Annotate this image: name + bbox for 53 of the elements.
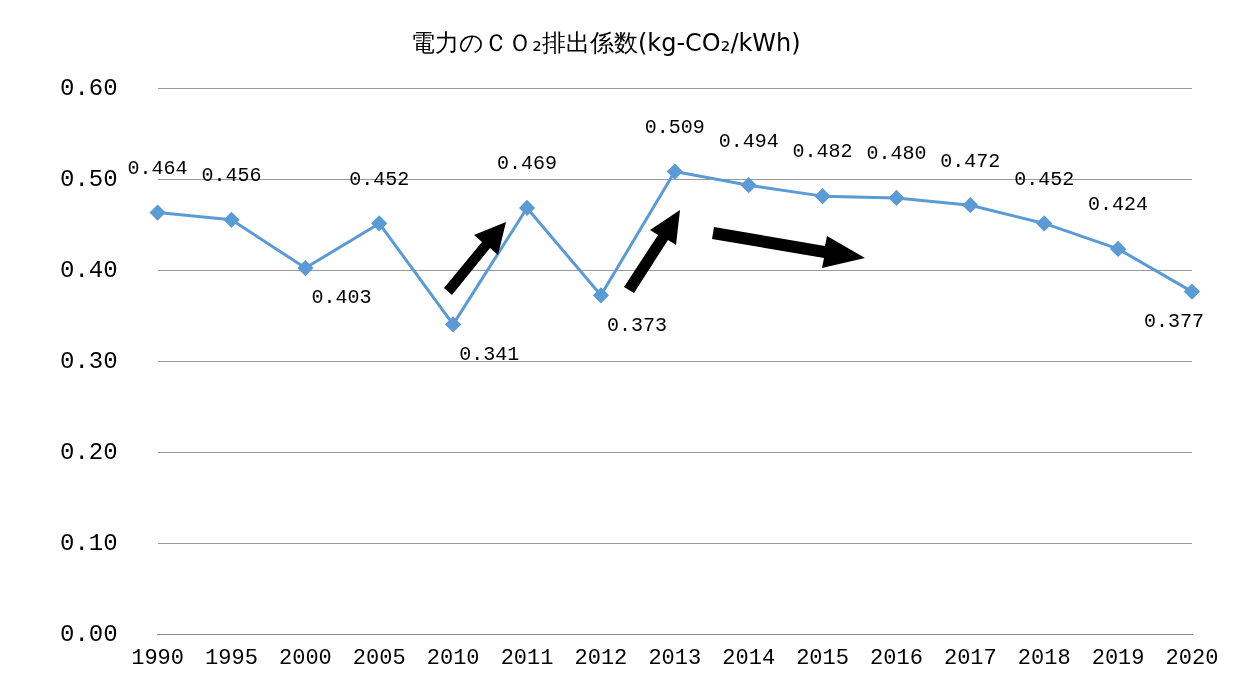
point (371, 215, 387, 231)
data-label: 0.482 (792, 140, 853, 164)
x-tick-label: 2020 (1165, 645, 1219, 671)
data-label: 0.469 (497, 152, 558, 176)
data-label: 0.472 (940, 149, 1001, 173)
data-label: 0.464 (127, 156, 188, 180)
y-tick-label: 0.50 (60, 166, 118, 194)
x-tick-label: 1995 (205, 645, 258, 671)
y-tick-label: 0.60 (60, 75, 118, 103)
point (150, 205, 166, 221)
x-tick-label: 2016 (870, 645, 923, 671)
x-tick-label: 2015 (796, 645, 849, 671)
point (223, 212, 239, 228)
x-tick-label: 2012 (574, 645, 628, 671)
x-tick-label: 2010 (426, 645, 480, 671)
y-tick-label: 0.00 (60, 620, 118, 648)
x-tick-label: 2000 (278, 645, 332, 671)
point (1036, 215, 1052, 231)
data-label: 0.494 (718, 129, 779, 153)
x-tick-label: 2018 (1017, 645, 1071, 671)
y-tick-label: 0.20 (60, 439, 118, 467)
data-label: 0.456 (201, 164, 262, 188)
point (815, 188, 831, 204)
chart-title: 電力のＣＯ₂排出係数(kg-CO₂/kWh) (411, 28, 801, 57)
x-tick-label: 2013 (648, 645, 702, 671)
point (297, 260, 313, 276)
point (888, 190, 904, 206)
data-label: 0.452 (1014, 167, 1075, 191)
y-tick-label: 0.30 (60, 348, 118, 376)
data-label: 0.373 (606, 313, 667, 337)
point (519, 200, 535, 216)
x-tick-label: 2019 (1091, 645, 1145, 671)
point (667, 164, 683, 180)
data-label: 0.403 (311, 286, 372, 310)
x-tick-label: 1990 (131, 645, 185, 671)
x-tick-label: 2011 (500, 645, 554, 671)
y-tick-label: 0.40 (60, 257, 118, 285)
data-label: 0.424 (1088, 193, 1149, 217)
data-label: 0.480 (866, 142, 927, 166)
data-label: 0.509 (644, 115, 705, 139)
point (1110, 241, 1126, 257)
x-tick-label: 2014 (722, 645, 776, 671)
y-tick-label: 0.10 (60, 529, 118, 557)
point (1184, 284, 1200, 300)
data-label: 0.377 (1143, 309, 1204, 333)
data-label: 0.452 (349, 167, 410, 191)
point (962, 197, 978, 213)
point (445, 316, 461, 332)
point (593, 287, 609, 303)
point (741, 177, 757, 193)
data-label: 0.341 (459, 342, 520, 366)
x-tick-label: 2005 (352, 645, 406, 671)
x-tick-label: 2017 (943, 645, 997, 671)
